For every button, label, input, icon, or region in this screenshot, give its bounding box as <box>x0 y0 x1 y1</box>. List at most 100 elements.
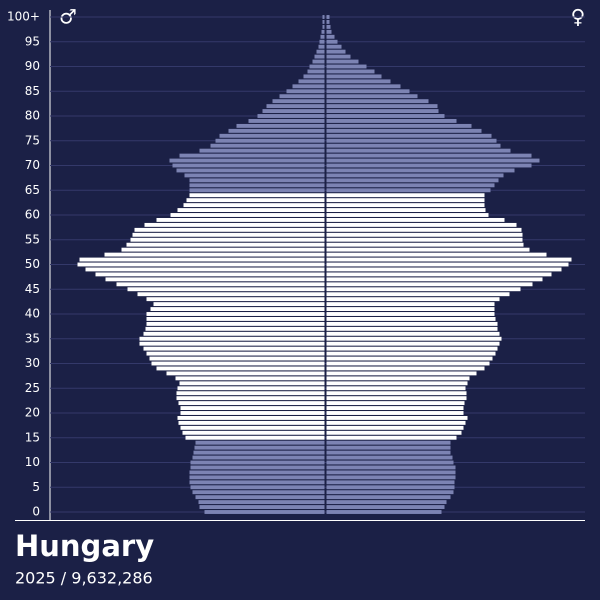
bar <box>326 39 338 44</box>
bar <box>326 420 466 425</box>
bar <box>134 227 325 232</box>
bar <box>326 495 451 500</box>
bar <box>326 133 492 138</box>
bar <box>257 114 325 118</box>
bar <box>326 153 532 158</box>
bar <box>326 173 504 178</box>
bar <box>326 500 447 505</box>
bar <box>326 282 533 287</box>
bar <box>326 386 466 391</box>
bar <box>105 277 325 282</box>
bar <box>144 222 325 227</box>
bar <box>326 79 391 84</box>
bar <box>228 128 325 133</box>
bar <box>326 15 330 19</box>
y-tick-label: 95 <box>25 34 40 48</box>
bar <box>175 376 325 381</box>
bar <box>326 114 445 118</box>
bar <box>170 213 325 217</box>
bar <box>126 242 325 247</box>
bar <box>326 460 454 465</box>
bar <box>149 356 325 361</box>
bar <box>179 153 325 158</box>
bar <box>95 272 325 277</box>
bar <box>322 24 325 29</box>
bar <box>145 326 325 331</box>
bar <box>85 267 325 272</box>
bar <box>146 321 325 326</box>
bar <box>266 104 325 109</box>
bar <box>326 401 465 406</box>
bar <box>326 366 485 371</box>
bar <box>326 287 521 292</box>
bar <box>326 84 401 89</box>
bar <box>121 247 325 252</box>
bar <box>322 20 325 24</box>
bar <box>326 178 499 183</box>
bar <box>326 480 455 485</box>
bar <box>326 356 493 361</box>
bar <box>236 123 325 128</box>
bar <box>146 312 325 316</box>
bar <box>166 371 325 376</box>
bar <box>326 69 375 74</box>
bar <box>326 411 464 415</box>
y-tick-label: 40 <box>25 307 40 321</box>
bar <box>177 386 325 391</box>
bar <box>316 49 325 54</box>
bar <box>146 351 325 356</box>
bar <box>326 198 485 203</box>
bar <box>326 99 429 104</box>
bar <box>326 326 498 331</box>
y-tick-label: 15 <box>25 430 40 444</box>
bar <box>326 376 470 381</box>
y-tick-label: 90 <box>25 59 40 73</box>
bar <box>326 406 464 410</box>
bar <box>104 252 325 257</box>
bar <box>180 411 325 415</box>
bar <box>326 455 453 460</box>
bar <box>150 307 325 311</box>
bar <box>326 416 468 420</box>
bar <box>326 158 540 163</box>
bar <box>189 480 325 485</box>
bar <box>326 213 489 217</box>
bar <box>183 203 325 208</box>
bar <box>326 485 455 490</box>
bar <box>176 391 325 396</box>
bar <box>195 440 325 445</box>
bar <box>130 237 325 242</box>
bar <box>326 292 510 297</box>
bar <box>326 104 438 109</box>
bar <box>177 416 325 420</box>
bar <box>326 505 445 509</box>
bar <box>172 163 325 168</box>
bar <box>169 158 325 163</box>
bar <box>186 198 325 203</box>
bar <box>303 74 325 79</box>
bar <box>176 396 325 401</box>
bar <box>326 247 530 252</box>
y-tick-label: 100+ <box>7 10 40 24</box>
bar <box>314 54 325 59</box>
bar <box>326 227 522 232</box>
bar <box>326 119 457 123</box>
bar <box>320 34 325 39</box>
bar <box>143 331 325 336</box>
bar <box>326 371 477 376</box>
bar <box>326 138 497 143</box>
bar <box>326 312 495 316</box>
bar <box>319 39 325 44</box>
bar <box>189 183 325 188</box>
bar <box>79 257 325 262</box>
bar <box>326 128 482 133</box>
bar <box>326 510 442 514</box>
bar <box>326 321 498 326</box>
bar <box>248 119 325 123</box>
bar <box>326 450 451 455</box>
y-tick-label: 85 <box>25 84 40 98</box>
y-tick-label: 50 <box>25 257 40 271</box>
bar <box>326 470 456 475</box>
y-tick-label: 25 <box>25 381 40 395</box>
bar <box>199 148 325 153</box>
